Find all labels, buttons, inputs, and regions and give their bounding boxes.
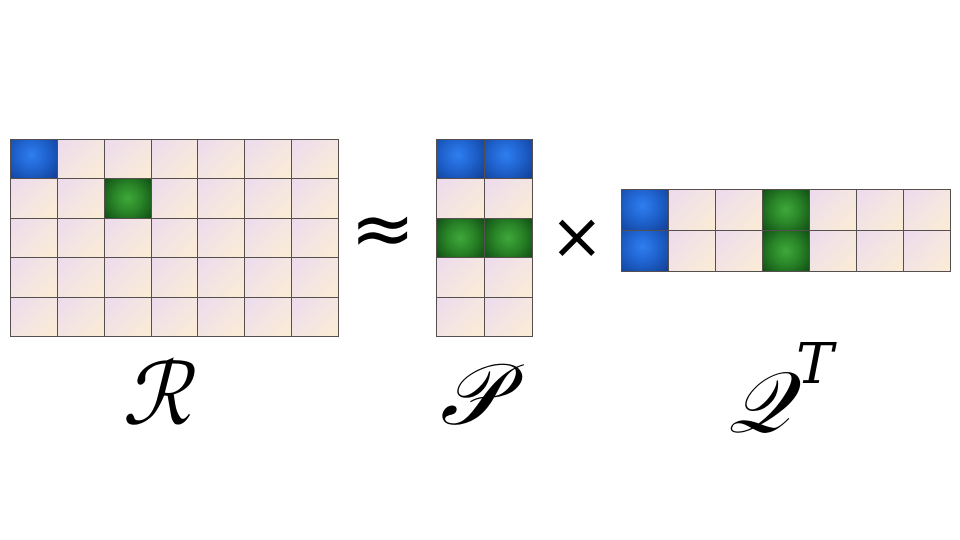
matrix-cell xyxy=(245,218,292,258)
matrix-cell xyxy=(437,258,484,297)
label-q: 𝒬 xyxy=(728,353,790,453)
matrix-cell xyxy=(485,258,532,297)
matrix-cell xyxy=(57,218,104,258)
times-symbol: × xyxy=(550,200,604,274)
matrix-cell xyxy=(151,297,198,336)
label-q-superscript: T xyxy=(796,332,834,397)
matrix-cell-blue xyxy=(622,190,668,230)
matrix-cell xyxy=(716,190,762,230)
matrix-cell xyxy=(104,297,151,336)
matrix-cell-green xyxy=(104,179,151,218)
matrix-cell xyxy=(151,140,198,179)
matrix-cell xyxy=(151,179,198,218)
matrix-cell xyxy=(57,258,104,297)
matrix-cell xyxy=(437,297,484,336)
matrix-cell-green xyxy=(763,190,809,230)
matrix-cell xyxy=(57,297,104,336)
matrix-cell xyxy=(810,231,856,271)
matrix-cell-blue xyxy=(485,140,532,179)
matrix-cell xyxy=(669,190,715,230)
matrix-cell xyxy=(245,297,292,336)
matrix-cell xyxy=(198,297,245,336)
matrix-cell xyxy=(292,258,338,297)
matrix-cell xyxy=(11,179,57,218)
matrix-cell xyxy=(198,258,245,297)
matrix-cell xyxy=(292,297,338,336)
matrix-cell xyxy=(716,231,762,271)
matrix-cell xyxy=(104,140,151,179)
label-p: 𝒫 xyxy=(440,345,503,445)
matrix-cell-green xyxy=(485,218,532,258)
matrix-cell-blue xyxy=(11,140,57,179)
matrix-cell xyxy=(245,140,292,179)
matrix-cell xyxy=(669,231,715,271)
matrix-cell-blue xyxy=(437,140,484,179)
matrix-cell xyxy=(485,297,532,336)
matrix-cell xyxy=(151,218,198,258)
matrix-cell xyxy=(104,218,151,258)
label-r: ℛ xyxy=(122,345,191,445)
matrix-cell xyxy=(437,179,484,218)
matrix-p xyxy=(436,139,533,337)
matrix-cell xyxy=(57,179,104,218)
matrix-cell xyxy=(810,190,856,230)
matrix-cell xyxy=(245,258,292,297)
matrix-q-transpose xyxy=(621,189,951,272)
matrix-cell xyxy=(198,218,245,258)
matrix-cell xyxy=(485,179,532,218)
matrix-cell xyxy=(904,190,950,230)
matrix-cell-green xyxy=(437,218,484,258)
approx-symbol: ≈ xyxy=(350,184,416,274)
matrix-cell xyxy=(104,258,151,297)
matrix-cell xyxy=(245,179,292,218)
matrix-cell-blue xyxy=(622,231,668,271)
matrix-cell xyxy=(292,140,338,179)
matrix-cell xyxy=(857,231,903,271)
matrix-cell xyxy=(11,258,57,297)
matrix-cell-green xyxy=(763,231,809,271)
matrix-cell xyxy=(11,297,57,336)
matrix-cell xyxy=(198,179,245,218)
matrix-cell xyxy=(904,231,950,271)
matrix-cell xyxy=(151,258,198,297)
matrix-cell xyxy=(857,190,903,230)
matrix-cell xyxy=(11,218,57,258)
matrix-cell xyxy=(198,140,245,179)
matrix-cell xyxy=(292,179,338,218)
matrix-cell xyxy=(292,218,338,258)
matrix-cell xyxy=(57,140,104,179)
matrix-r xyxy=(10,139,339,337)
